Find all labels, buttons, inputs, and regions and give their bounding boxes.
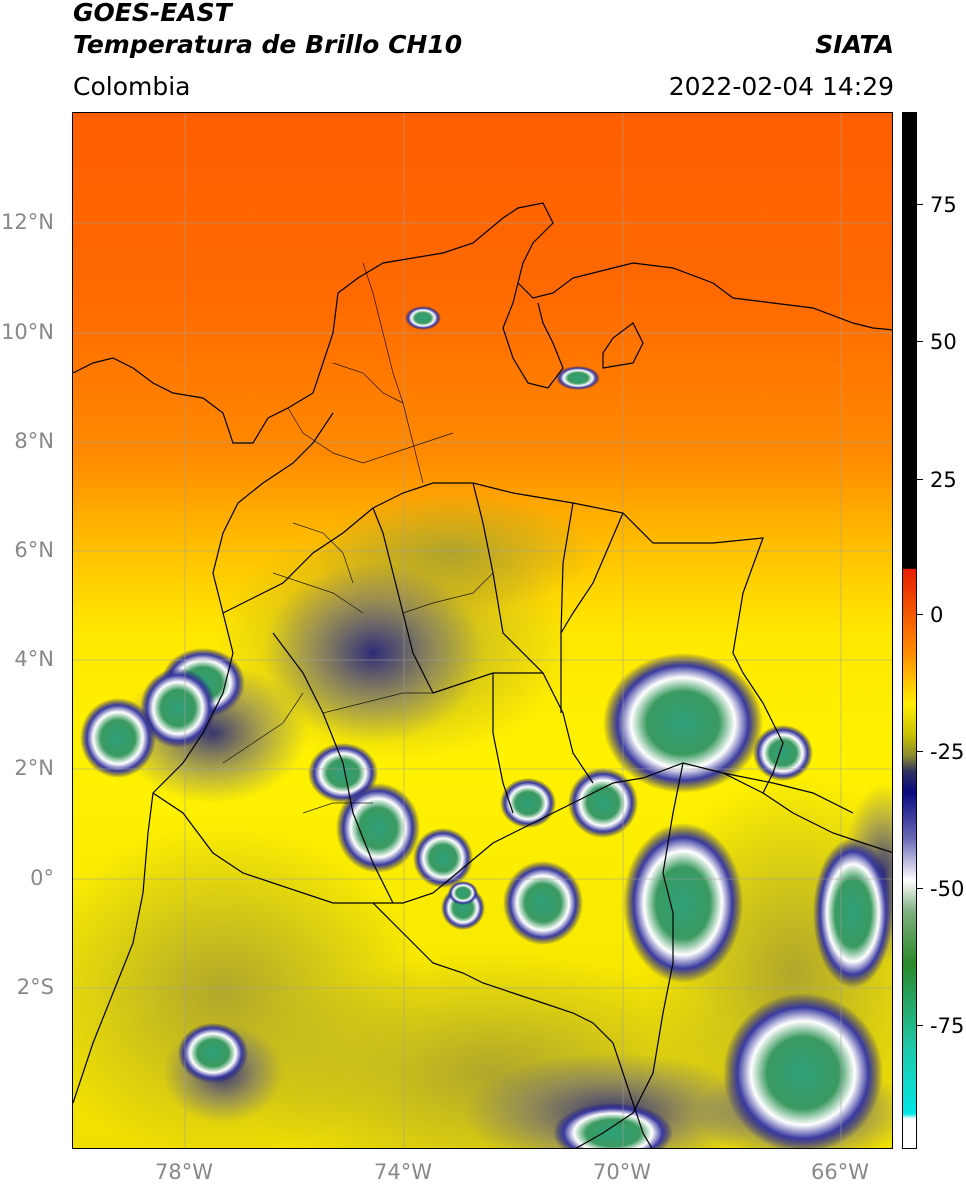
- cb-mark-0: [917, 614, 923, 615]
- organization-label: SIATA: [815, 30, 894, 59]
- lon-label-66w: 66°W: [811, 1160, 869, 1184]
- cold-cloud-20: [448, 881, 478, 905]
- cold-cloud-13: [813, 838, 892, 988]
- boundaries: [73, 202, 892, 1148]
- lat-label-6n: 6°N: [14, 538, 54, 562]
- cb-mark-75: [917, 204, 923, 205]
- cb-label-neg75: -75: [930, 1014, 965, 1038]
- cold-cloud-12: [623, 823, 743, 983]
- cb-label-neg25: -25: [930, 740, 965, 764]
- region-label: Colombia: [73, 72, 191, 101]
- cold-cloud-7: [500, 778, 556, 828]
- title-line-2: Temperatura de Brillo CH10: [73, 30, 463, 59]
- cold-cloud-15: [178, 1023, 248, 1083]
- cold-cloud-9: [603, 653, 763, 793]
- lat-label-0: 0°: [30, 866, 54, 890]
- convection-andes: [263, 563, 483, 743]
- timestamp-label: 2022-02-04 14:29: [668, 72, 894, 101]
- cb-mark-25: [917, 479, 923, 480]
- cb-mark-50: [917, 341, 923, 342]
- lon-label-70w: 70°W: [593, 1160, 651, 1184]
- lat-label-2n: 2°N: [14, 756, 54, 780]
- cold-cloud-14: [723, 993, 883, 1148]
- cold-cloud-6: [413, 828, 473, 888]
- cold-cloud-10: [503, 861, 583, 945]
- satellite-map[interactable]: [72, 112, 893, 1149]
- lat-label-8n: 8°N: [14, 429, 54, 453]
- cb-mark-neg50: [917, 888, 923, 889]
- cb-label-neg50: -50: [930, 877, 965, 901]
- cold-cloud-18: [405, 306, 441, 330]
- cold-cloud-5: [336, 783, 420, 873]
- lat-label-10n: 10°N: [1, 320, 54, 344]
- graticule: [73, 113, 892, 1148]
- cb-label-75: 75: [930, 193, 957, 217]
- cold-cloud-2: [140, 668, 216, 748]
- title-line-1: GOES-EAST: [73, 0, 232, 27]
- lat-label-12n: 12°N: [1, 210, 54, 234]
- cold-cloud-8: [568, 768, 638, 838]
- lon-label-74w: 74°W: [374, 1160, 432, 1184]
- cold-cloud-16: [753, 725, 813, 781]
- cold-cloud-19: [553, 1103, 673, 1148]
- cold-cloud-17: [556, 366, 600, 390]
- cb-mark-neg75: [917, 1025, 923, 1026]
- convection-south: [463, 1053, 763, 1148]
- lon-label-78w: 78°W: [155, 1160, 213, 1184]
- cb-label-0: 0: [930, 603, 944, 627]
- cb-label-50: 50: [930, 330, 957, 354]
- inner-boundaries: [222, 262, 494, 814]
- lat-label-2s: 2°S: [16, 975, 54, 999]
- cb-mark-neg25: [917, 751, 923, 752]
- cb-label-25: 25: [930, 468, 957, 492]
- cold-cloud-3: [80, 698, 156, 778]
- colorbar: [902, 112, 917, 1149]
- lat-label-4n: 4°N: [14, 647, 54, 671]
